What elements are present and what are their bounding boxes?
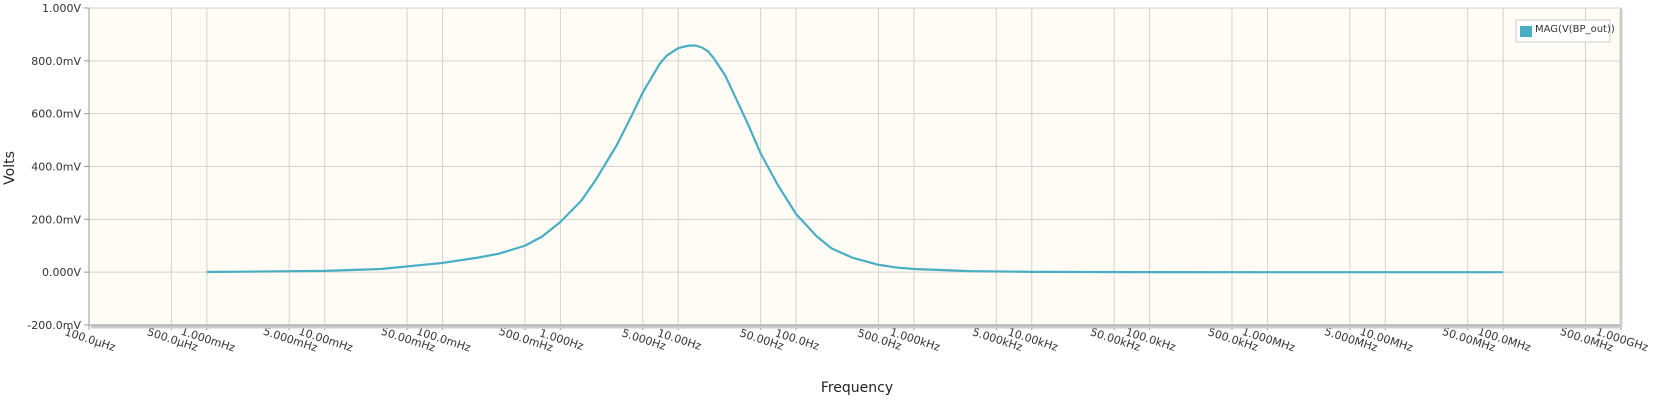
legend-label[interactable]: MAG(V(BP_out)) xyxy=(1535,24,1615,35)
y-tick-label: -200.0mV xyxy=(27,319,81,332)
x-axis-title: Frequency xyxy=(821,380,893,396)
series-line xyxy=(206,44,1504,274)
y-tick-label: 0.000V xyxy=(42,266,81,279)
legend-box xyxy=(1515,19,1611,43)
series-layer xyxy=(206,44,1504,274)
y-tick-label: 400.0mV xyxy=(31,161,81,174)
y-tick-label: 600.0mV xyxy=(31,108,81,121)
legend[interactable]: MAG(V(BP_out)) xyxy=(1515,19,1615,43)
y-tick-label: 1.000V xyxy=(42,2,81,15)
y-axis-title: Volts xyxy=(2,151,18,185)
y-tick-label: 200.0mV xyxy=(31,213,81,226)
legend-swatch[interactable] xyxy=(1520,26,1532,37)
y-tick-label: 800.0mV xyxy=(31,55,81,68)
